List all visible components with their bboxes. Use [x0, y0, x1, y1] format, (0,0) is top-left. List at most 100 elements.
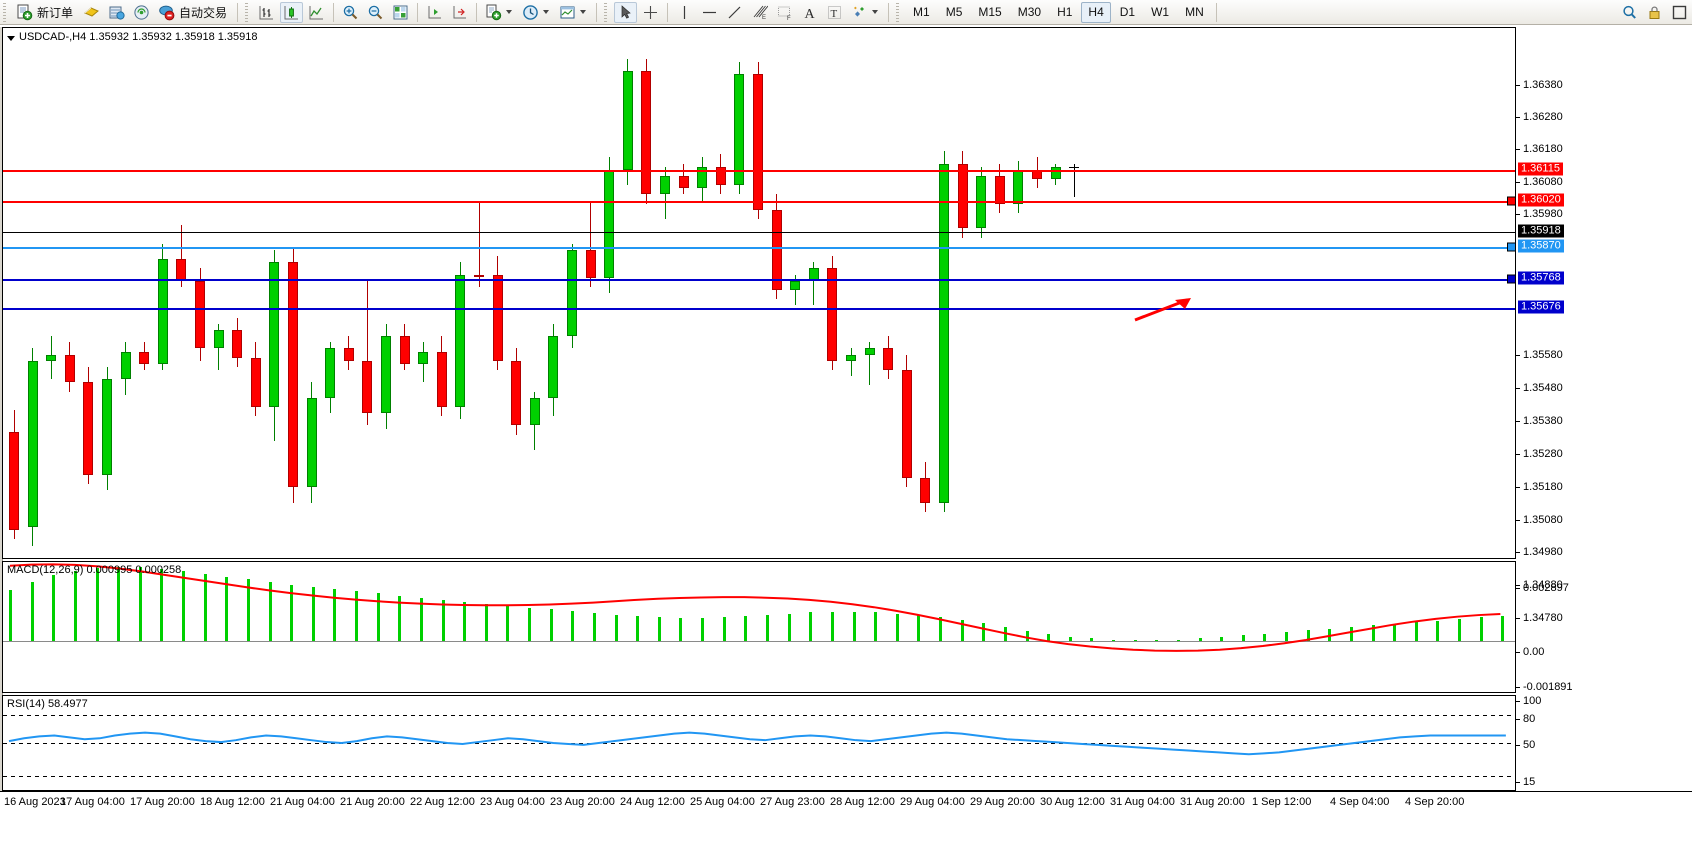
timeframe-m5[interactable]: M5	[945, 5, 963, 19]
cursor-icon	[621, 4, 631, 19]
period-icon	[523, 4, 538, 20]
price-tag-1.35676[interactable]: 1.35676	[1518, 300, 1564, 314]
cursor-button[interactable]	[614, 1, 638, 23]
channel-button[interactable]: F	[773, 2, 796, 23]
text-button[interactable]: A	[798, 2, 821, 23]
price-level-support-blue-1[interactable]	[3, 279, 1515, 281]
candle	[3, 28, 1515, 558]
axis-tick	[1516, 487, 1520, 488]
price-level-resistance-2[interactable]	[3, 201, 1515, 203]
shift-end-icon	[428, 5, 442, 18]
maximize-button[interactable]	[1668, 2, 1691, 23]
axis-tick	[1516, 454, 1520, 455]
timeframe-m1[interactable]: M1	[913, 5, 930, 19]
templates-icon	[560, 6, 575, 18]
shift-end-button[interactable]	[423, 2, 446, 23]
price-axis[interactable]: 1.36380 1.36280 1.36180 1.36080 1.35980 1.355…	[1516, 27, 1692, 791]
expert-advisors-button[interactable]	[80, 2, 103, 23]
timeframe-h1[interactable]: H1	[1057, 5, 1073, 19]
level-anchor-support-blue-1[interactable]	[1507, 274, 1515, 284]
chevron-down-icon-2[interactable]	[543, 10, 550, 14]
rsi-plot[interactable]	[3, 696, 1515, 790]
horizontal-line-button[interactable]	[698, 2, 721, 23]
macd-histogram-bar	[268, 582, 272, 641]
grid-button[interactable]	[389, 2, 412, 23]
price-tag-1.35768[interactable]: 1.35768	[1518, 271, 1564, 285]
crosshair-button[interactable]	[639, 2, 662, 23]
macd-plot[interactable]	[3, 562, 1515, 692]
candle	[3, 28, 1515, 558]
zoom-out-button[interactable]	[364, 2, 387, 23]
red-arrow[interactable]	[1131, 294, 1201, 324]
candle	[3, 28, 1515, 558]
price-tag-1.35918[interactable]: 1.35918	[1518, 224, 1564, 238]
chart-menu-caret-icon[interactable]	[7, 36, 15, 41]
level-anchor-resistance-2[interactable]	[1507, 196, 1515, 206]
rsi-pane[interactable]: RSI(14) 58.4977	[2, 695, 1516, 791]
new-order-button[interactable]: 新订单	[13, 2, 78, 23]
macd-signal-line	[9, 563, 1501, 652]
candle	[3, 28, 1515, 558]
chart-area[interactable]: USDCAD-,H4 1.35932 1.35932 1.35918 1.359…	[0, 25, 1692, 855]
macd-histogram-bar	[1176, 639, 1180, 641]
auto-trading-button[interactable]: 自动交易	[155, 2, 232, 23]
macd-pane[interactable]: MACD(12,26,9) 0.000995 0.000258	[2, 561, 1516, 693]
auto-scroll-button[interactable]	[448, 2, 471, 23]
line-chart-button[interactable]	[305, 2, 328, 23]
candle	[3, 28, 1515, 558]
chevron-down-icon-4[interactable]	[872, 10, 879, 14]
timeframe-m15[interactable]: M15	[978, 5, 1002, 19]
candle	[3, 28, 1515, 558]
time-axis[interactable]: 16 Aug 2023 17 Aug 04:00 17 Aug 20:00 18 Au…	[0, 791, 1692, 815]
time-label: 31 Aug 04:00	[1110, 796, 1175, 808]
toolbar-grip-3[interactable]	[603, 2, 611, 22]
macd-histogram-bar	[30, 582, 34, 641]
time-label: 23 Aug 20:00	[550, 796, 615, 808]
signals-button[interactable]	[130, 2, 153, 23]
price-tag-1.36115[interactable]: 1.36115	[1518, 162, 1563, 176]
price-level-last-price[interactable]	[3, 232, 1515, 233]
maximize-icon	[1672, 5, 1687, 19]
candle	[3, 28, 1515, 558]
candle	[3, 28, 1515, 558]
price-pane[interactable]: USDCAD-,H4 1.35932 1.35932 1.35918 1.359…	[2, 27, 1516, 559]
timeframe-mn[interactable]: MN	[1185, 5, 1204, 19]
bar-chart-button[interactable]	[255, 2, 278, 23]
toolbar-grip-4[interactable]	[895, 2, 903, 22]
data-window-button[interactable]	[105, 2, 128, 23]
candlestick-chart-button[interactable]	[280, 1, 304, 23]
grid-icon	[393, 5, 408, 19]
timeframe-h4[interactable]: H4	[1081, 1, 1111, 23]
trendline-button[interactable]	[723, 2, 746, 23]
price-level-support-blue-2[interactable]	[3, 308, 1515, 310]
price-tag-1.35870[interactable]: 1.35870	[1518, 239, 1564, 253]
toolbar-grip[interactable]	[2, 2, 9, 22]
lock-button[interactable]	[1643, 2, 1666, 23]
time-label: 29 Aug 04:00	[900, 796, 965, 808]
zoom-in-button[interactable]	[339, 2, 362, 23]
objects-button[interactable]	[848, 2, 883, 23]
chevron-down-icon[interactable]	[506, 10, 513, 14]
period-button[interactable]	[519, 2, 554, 23]
fibonacci-button[interactable]: E	[748, 2, 771, 23]
label-button[interactable]: T	[823, 2, 846, 23]
toolbar-grip-2[interactable]	[244, 2, 252, 22]
candle	[3, 28, 1515, 558]
price-plot[interactable]	[3, 28, 1515, 558]
price-level-resistance-1[interactable]	[3, 170, 1515, 172]
price-tag-1.36020[interactable]: 1.36020	[1518, 193, 1564, 207]
indicators-button[interactable]	[482, 2, 517, 23]
macd-histogram-bar	[160, 568, 164, 641]
chevron-down-icon-3[interactable]	[580, 10, 587, 14]
level-anchor-support-cyan[interactable]	[1507, 242, 1515, 252]
price-level-support-cyan[interactable]	[3, 247, 1515, 249]
templates-button[interactable]	[556, 2, 591, 23]
timeframe-m30[interactable]: M30	[1017, 5, 1042, 19]
candle	[3, 28, 1515, 558]
search-button[interactable]	[1618, 2, 1641, 23]
vertical-line-button[interactable]	[673, 2, 696, 23]
timeframe-w1[interactable]: W1	[1151, 5, 1170, 19]
macd-histogram-bar	[571, 611, 575, 641]
macd-histogram-bar	[463, 601, 467, 641]
timeframe-d1[interactable]: D1	[1119, 5, 1136, 19]
